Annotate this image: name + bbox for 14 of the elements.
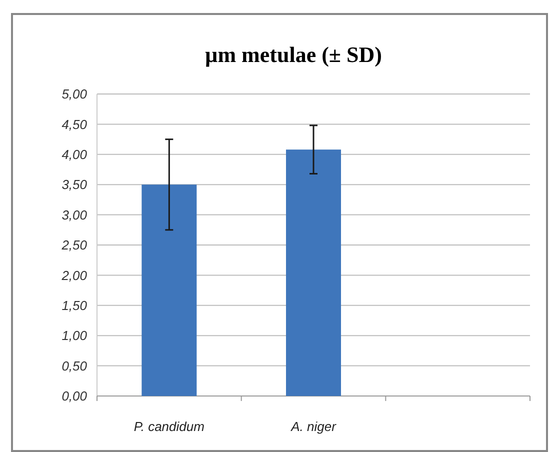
y-tick-label: 2,50 <box>60 238 88 253</box>
y-tick-label: 1,50 <box>62 298 88 313</box>
y-tick-label: 3,00 <box>62 207 88 222</box>
y-tick-label: 0,50 <box>62 358 88 374</box>
chart-title: µm metulae (± SD) <box>205 42 382 67</box>
y-tick-label: 3,50 <box>62 177 88 192</box>
x-tick-label: P. candidum <box>134 419 205 434</box>
y-tick-label: 0,00 <box>62 388 88 404</box>
y-tick-label: 1,00 <box>62 328 88 344</box>
y-tick-label: 4,50 <box>62 116 88 132</box>
x-tick-label: A. niger <box>290 419 337 434</box>
y-tick-label: 4,00 <box>62 146 88 162</box>
y-tick-label: 2,00 <box>60 268 88 283</box>
y-tick-label: 5,00 <box>62 86 88 102</box>
